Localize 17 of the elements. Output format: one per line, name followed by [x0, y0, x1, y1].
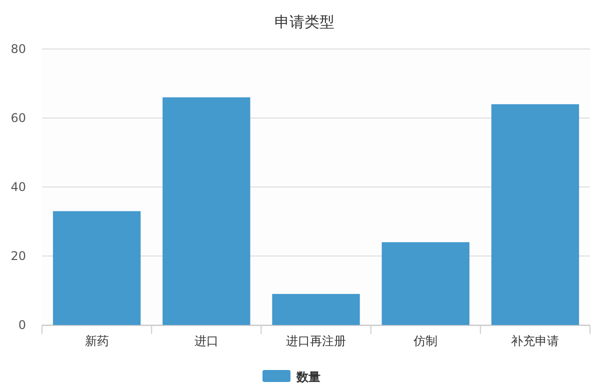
y-tick-label: 60	[10, 111, 26, 125]
y-tick-label: 40	[10, 180, 26, 194]
chart-title: 申请类型	[274, 13, 334, 31]
bar	[272, 294, 360, 325]
x-tick-label: 进口	[194, 334, 218, 348]
x-tick-label: 仿制	[412, 334, 438, 348]
x-tick-label: 进口再注册	[286, 334, 346, 348]
y-tick-label: 0	[18, 318, 26, 332]
bar	[491, 104, 580, 325]
y-tick-label: 80	[10, 42, 26, 56]
bar	[162, 97, 250, 325]
x-tick-label: 补充申请	[511, 334, 560, 348]
x-tick-label: 新药	[84, 334, 109, 348]
legend-label: 数量	[296, 370, 320, 384]
bar	[382, 242, 470, 325]
bar	[52, 211, 141, 325]
y-tick-label: 20	[10, 249, 26, 263]
